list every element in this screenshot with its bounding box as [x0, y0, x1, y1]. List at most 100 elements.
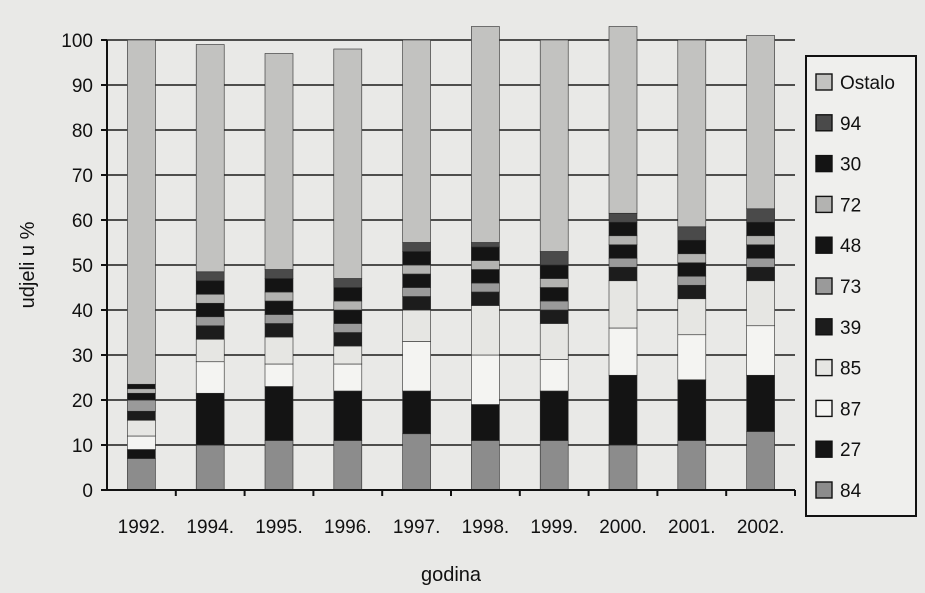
x-tick-labels: 1992. 1994. 1995. 1996. 1997. 1998. 1999. 2000.…	[118, 517, 785, 538]
bar-segment-85	[333, 345, 363, 365]
y-tick-label: 70	[72, 166, 93, 187]
bar-segment-94	[333, 278, 363, 288]
bar-segment-94	[608, 212, 638, 223]
bar-segment-48	[677, 262, 707, 277]
bar-segment-30	[195, 280, 225, 295]
x-tick-label: 2002.	[737, 517, 785, 538]
bar-segment-ostalo	[608, 26, 638, 214]
bar-segment-85	[402, 309, 431, 342]
bar-segment-87	[746, 325, 775, 376]
bar-segment-73	[539, 300, 569, 311]
y-tick-label: 60	[72, 211, 93, 232]
bar-segment-39	[608, 266, 638, 282]
legend-swatch-73	[815, 277, 833, 295]
y-tick-label: 100	[61, 31, 93, 52]
bar-segment-85	[471, 305, 500, 356]
x-tick-label: 2000.	[599, 517, 647, 538]
bar-segment-72	[333, 300, 363, 311]
bar-segment-85	[608, 280, 638, 329]
bar-segment-27	[608, 374, 638, 446]
bar-segment-27	[471, 404, 500, 441]
legend: Ostalo 94 30 72 48 73 39 85 87 27 84	[805, 55, 917, 517]
legend-label: 73	[840, 277, 861, 298]
legend-swatch-30	[815, 154, 833, 173]
legend-label: Ostalo	[840, 73, 895, 94]
bar-segment-27	[195, 392, 225, 446]
bar-segment-ostalo	[333, 48, 363, 279]
x-axis-title: godina	[421, 564, 482, 586]
bar-segment-72	[195, 293, 225, 304]
bar-segment-85	[195, 338, 225, 363]
y-tick-label: 10	[72, 436, 93, 457]
bar-segment-72	[402, 264, 431, 275]
bar-segment-ostalo	[471, 26, 500, 243]
bar-segment-27	[746, 374, 775, 432]
x-tick-label: 1992.	[118, 517, 166, 538]
bar-segment-39	[677, 284, 707, 300]
bar-segment-84	[746, 431, 775, 491]
bar-segment-39	[539, 309, 569, 324]
bar-segment-72	[264, 291, 294, 302]
bar-segment-ostalo	[264, 53, 294, 270]
legend-swatch-48	[815, 236, 833, 254]
bar-segment-84	[264, 440, 294, 491]
bar-segment-ostalo	[195, 44, 225, 273]
bar-segment-48	[127, 392, 156, 401]
x-tick-label: 1994.	[186, 517, 234, 538]
legend-swatch-72	[815, 195, 833, 214]
bar-segment-84	[333, 440, 363, 491]
bar-segment-84	[608, 444, 638, 491]
bar-segment-ostalo	[402, 39, 431, 243]
bar-segment-73	[264, 314, 294, 324]
bar-segment-87	[333, 363, 363, 392]
y-tick-label: 90	[72, 76, 93, 97]
bar-segment-73	[195, 316, 225, 327]
x-tick-label: 2001.	[668, 517, 716, 538]
bar-segment-30	[677, 239, 707, 255]
bar-segment-73	[677, 275, 707, 286]
bar-segment-87	[127, 435, 156, 450]
bar-segment-30	[471, 246, 500, 261]
bar-segment-48	[539, 287, 569, 302]
bar-segment-84	[471, 440, 500, 491]
bar-segment-39	[264, 323, 294, 338]
axes	[106, 40, 795, 491]
legend-label: 84	[840, 481, 862, 502]
y-tick-label: 20	[72, 391, 93, 412]
bar-segment-94	[195, 271, 225, 282]
bar-segment-48	[333, 309, 363, 324]
bar-segment-30	[333, 287, 363, 302]
bar-segment-87	[677, 334, 707, 381]
bar-segment-39	[402, 296, 431, 311]
legend-swatch-27	[815, 440, 833, 458]
legend-swatch-94	[815, 114, 833, 132]
legend-label: 30	[840, 155, 861, 176]
bars	[127, 26, 775, 491]
bar-segment-85	[127, 419, 156, 437]
bar-segment-30	[746, 221, 775, 237]
x-tick-label: 1995.	[255, 517, 303, 538]
legend-swatch-87	[815, 399, 833, 418]
bar-segment-72	[608, 235, 638, 246]
bar-segment-73	[471, 282, 500, 293]
bar-segment-27	[264, 386, 294, 441]
legend-label: 27	[840, 440, 861, 461]
x-tick-label: 1997.	[393, 517, 441, 538]
bar-segment-27	[333, 390, 363, 441]
bar-segment-48	[195, 302, 225, 318]
bar-segment-27	[677, 379, 707, 441]
bar-segment-87	[402, 341, 431, 392]
bar-segment-39	[127, 410, 156, 421]
bar-segment-48	[746, 244, 775, 259]
bar-segment-84	[195, 444, 225, 491]
bar-segment-72	[746, 235, 775, 246]
bar-segment-ostalo	[746, 35, 775, 210]
y-axis-title: udjeli u %	[17, 221, 39, 308]
y-tick-label: 40	[72, 301, 93, 322]
legend-label: 48	[840, 236, 861, 257]
bar-segment-73	[746, 257, 775, 268]
bar-segment-94	[539, 251, 569, 266]
legend-swatch-ostalo	[815, 73, 833, 91]
bar-segment-72	[677, 253, 707, 264]
